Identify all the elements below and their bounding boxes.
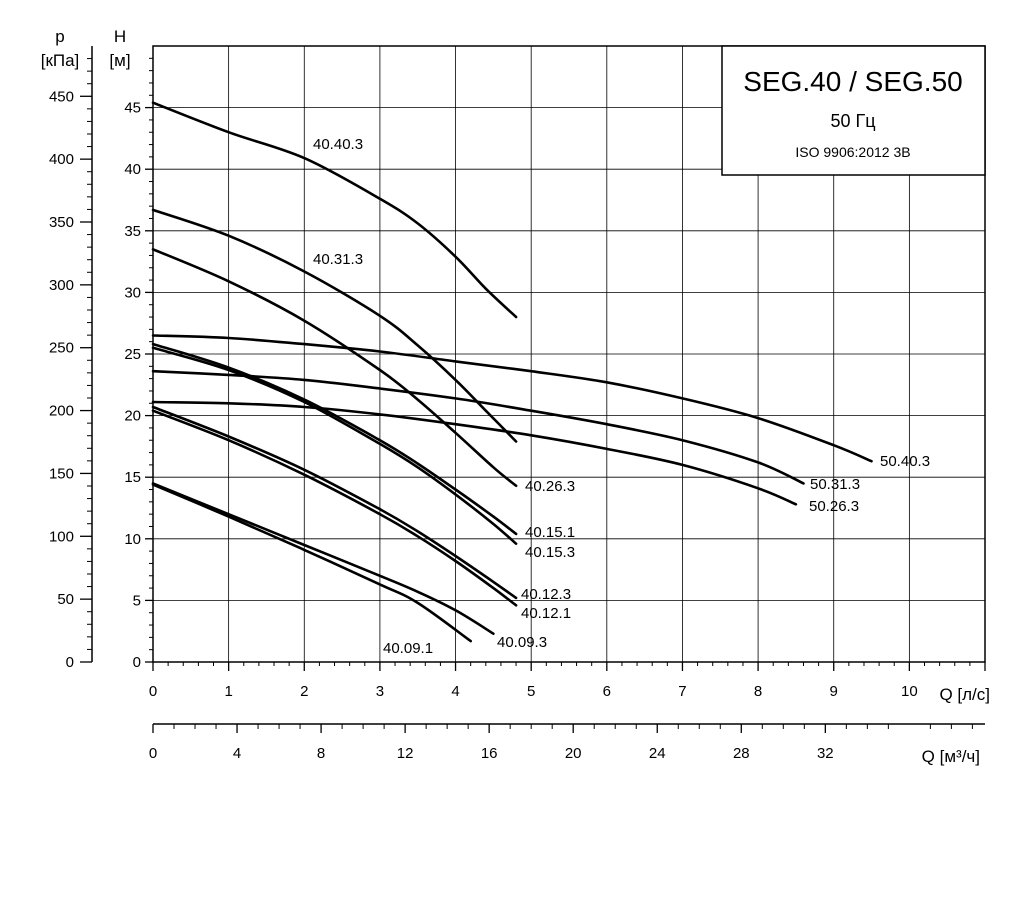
head-tick-label: 25: [124, 346, 141, 363]
pressure-tick-label: 350: [49, 214, 74, 231]
series-label-40.15.1: 40.15.1: [525, 524, 575, 541]
flow-ls-tick-label: 2: [300, 683, 308, 700]
flow-m3h-tick-label: 24: [649, 745, 666, 762]
series-line-40.12.1: [151, 409, 518, 607]
series-label-40.31.3: 40.31.3: [313, 251, 363, 268]
flow-m3h-tick-label: 8: [317, 745, 325, 762]
flow-m3h-tick-label: 20: [565, 745, 582, 762]
series-line-40.15.3: [151, 346, 518, 545]
series-line-50.40.3: [151, 334, 873, 463]
head-axis-symbol: H: [114, 27, 126, 46]
series-line-40.31.3: [151, 208, 518, 443]
title-box-frame: [721, 45, 986, 176]
pressure-tick-label: 300: [49, 277, 74, 294]
pressure-tick-label: 450: [49, 88, 74, 105]
series-label-40.09.1: 40.09.1: [383, 640, 433, 657]
series-line-40.26.3: [151, 248, 518, 488]
chart-frequency: 50 Гц: [830, 111, 875, 131]
flow-ls-tick-label: 8: [754, 683, 762, 700]
head-tick-label: 15: [124, 469, 141, 486]
series-line-40.09.3: [151, 482, 495, 635]
pressure-tick-label: 50: [57, 591, 74, 608]
series-line-50.31.3: [151, 369, 805, 485]
pressure-tick-label: 250: [49, 340, 74, 357]
flow-ls-tick-label: 1: [224, 683, 232, 700]
series-label-50.31.3: 50.31.3: [810, 476, 860, 493]
flow-ls-tick-label: 10: [901, 683, 918, 700]
flow-ls-tick-label: 5: [527, 683, 535, 700]
flow-m3h-tick-label: 4: [233, 745, 241, 762]
chart-standard: ISO 9906:2012 3B: [795, 144, 910, 160]
series-line-40.40.3: [151, 101, 518, 319]
head-tick-label: 5: [133, 592, 141, 609]
series-line-50.26.3: [151, 400, 798, 506]
flow-ls-tick-label: 7: [678, 683, 686, 700]
flow-m3h-tick-label: 28: [733, 745, 750, 762]
series-line-40.09.1: [151, 483, 472, 643]
flow-ls-tick-label: 6: [603, 683, 611, 700]
series-label-40.40.3: 40.40.3: [313, 136, 363, 153]
series-label-40.09.3: 40.09.3: [497, 634, 547, 651]
flow-ls-tick-label: 4: [451, 683, 459, 700]
chart-title: SEG.40 / SEG.50: [743, 66, 962, 97]
series-labels: 40.40.3 40.31.3 40.26.3 40.15.1 40.15.3 40.12…: [313, 136, 930, 657]
flow-ls-axis-title: Q [л/с]: [939, 685, 990, 704]
pressure-tick-label: 400: [49, 151, 74, 168]
pressure-tick-label: 0: [66, 654, 74, 671]
flow-m3h-tick-label: 16: [481, 745, 498, 762]
pressure-tick-label: 100: [49, 528, 74, 545]
head-tick-label: 10: [124, 531, 141, 548]
pressure-tick-label: 200: [49, 403, 74, 420]
head-tick-label: 0: [133, 654, 141, 671]
flow-ls-tick-label: 9: [830, 683, 838, 700]
series-label-40.15.3: 40.15.3: [525, 544, 575, 561]
flow-m3h-tick-label: 0: [149, 745, 157, 762]
axes: 0510152025303540450501001502002503003504…: [49, 46, 986, 762]
flow-m3h-tick-label: 32: [817, 745, 834, 762]
flow-m3h-axis-title: Q [м³/ч]: [922, 747, 980, 766]
flow-ls-tick-label: 3: [376, 683, 384, 700]
series-label-40.26.3: 40.26.3: [525, 478, 575, 495]
series-label-50.40.3: 50.40.3: [880, 453, 930, 470]
flow-m3h-tick-label: 12: [397, 745, 414, 762]
series-group: [151, 101, 873, 643]
head-tick-label: 35: [124, 223, 141, 240]
series-label-40.12.1: 40.12.1: [521, 605, 571, 622]
head-tick-label: 40: [124, 161, 141, 178]
series-line-40.15.1: [151, 342, 518, 536]
title-box: SEG.40 / SEG.50 50 Гц ISO 9906:2012 3B: [721, 45, 986, 176]
series-label-50.26.3: 50.26.3: [809, 498, 859, 515]
head-tick-label: 45: [124, 100, 141, 117]
head-tick-label: 30: [124, 284, 141, 301]
flow-ls-tick-label: 0: [149, 683, 157, 700]
series-line-40.12.3: [151, 405, 518, 600]
series-label-40.12.3: 40.12.3: [521, 586, 571, 603]
head-axis-unit: [м]: [109, 51, 130, 70]
pressure-tick-label: 150: [49, 465, 74, 482]
pressure-axis-symbol: p: [55, 27, 64, 46]
pressure-axis-unit: [кПа]: [41, 51, 80, 70]
head-tick-label: 20: [124, 408, 141, 425]
